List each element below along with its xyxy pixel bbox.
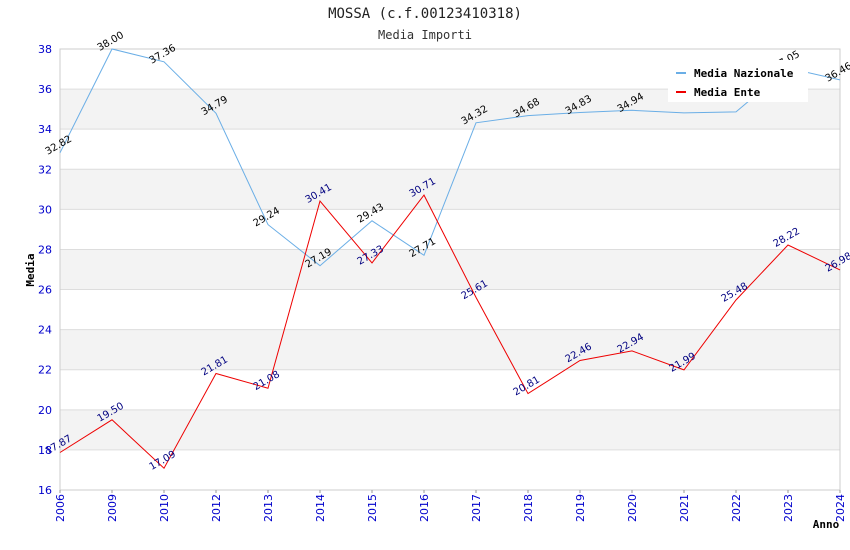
x-tick-label: 2022 — [730, 494, 743, 522]
data-label-ente: 21.08 — [252, 369, 282, 393]
data-label-nazionale: 37.36 — [148, 43, 178, 67]
data-label-nazionale: 36.46 — [824, 61, 850, 85]
y-tick-label: 20 — [38, 404, 52, 417]
x-tick-label: 2021 — [678, 494, 691, 522]
x-tick-label: 2013 — [262, 494, 275, 522]
y-axis-label: Media — [24, 253, 37, 286]
y-tick-label: 32 — [38, 163, 52, 176]
x-tick-label: 2006 — [54, 494, 67, 522]
grid-band — [60, 409, 840, 450]
chart-subtitle: Media Importi — [378, 28, 472, 42]
chart-title: MOSSA (c.f.00123410318) — [328, 6, 522, 22]
data-label-ente: 20.81 — [512, 374, 542, 398]
x-tick-label: 2012 — [210, 494, 223, 522]
y-tick-label: 36 — [38, 83, 52, 96]
y-tick-label: 30 — [38, 203, 52, 216]
series-line-media-nazionale — [59, 48, 841, 267]
x-tick-label: 2009 — [106, 494, 119, 522]
x-tick-label: 2023 — [782, 494, 795, 522]
y-tick-label: 18 — [38, 444, 52, 457]
data-label-ente: 17.09 — [148, 449, 178, 473]
x-tick-label: 2014 — [314, 494, 327, 522]
legend-label: Media Ente — [694, 86, 761, 99]
x-tick-label: 2016 — [418, 494, 431, 522]
legend-box — [668, 60, 808, 102]
y-tick-label: 26 — [38, 284, 52, 297]
y-tick-label: 24 — [38, 324, 52, 337]
x-tick-label: 2018 — [522, 494, 535, 522]
y-tick-label: 28 — [38, 243, 52, 256]
x-tick-label: 2020 — [626, 494, 639, 522]
series-line-media-ente — [59, 194, 841, 470]
y-tick-label: 34 — [38, 123, 52, 136]
x-axis-label: Anno — [813, 518, 840, 531]
y-tick-label: 22 — [38, 364, 52, 377]
x-tick-label: 2019 — [574, 494, 587, 522]
y-tick-label: 16 — [38, 484, 52, 497]
x-tick-label: 2024 — [834, 494, 847, 522]
data-label-nazionale: 32.82 — [44, 134, 74, 158]
grid-band — [60, 329, 840, 370]
y-tick-label: 38 — [38, 43, 52, 56]
grid-band — [60, 249, 840, 290]
x-tick-label: 2015 — [366, 494, 379, 522]
x-tick-label: 2010 — [158, 494, 171, 522]
data-label-nazionale: 38.00 — [96, 30, 126, 54]
x-tick-label: 2017 — [470, 494, 483, 522]
legend-label: Media Nazionale — [694, 67, 794, 80]
